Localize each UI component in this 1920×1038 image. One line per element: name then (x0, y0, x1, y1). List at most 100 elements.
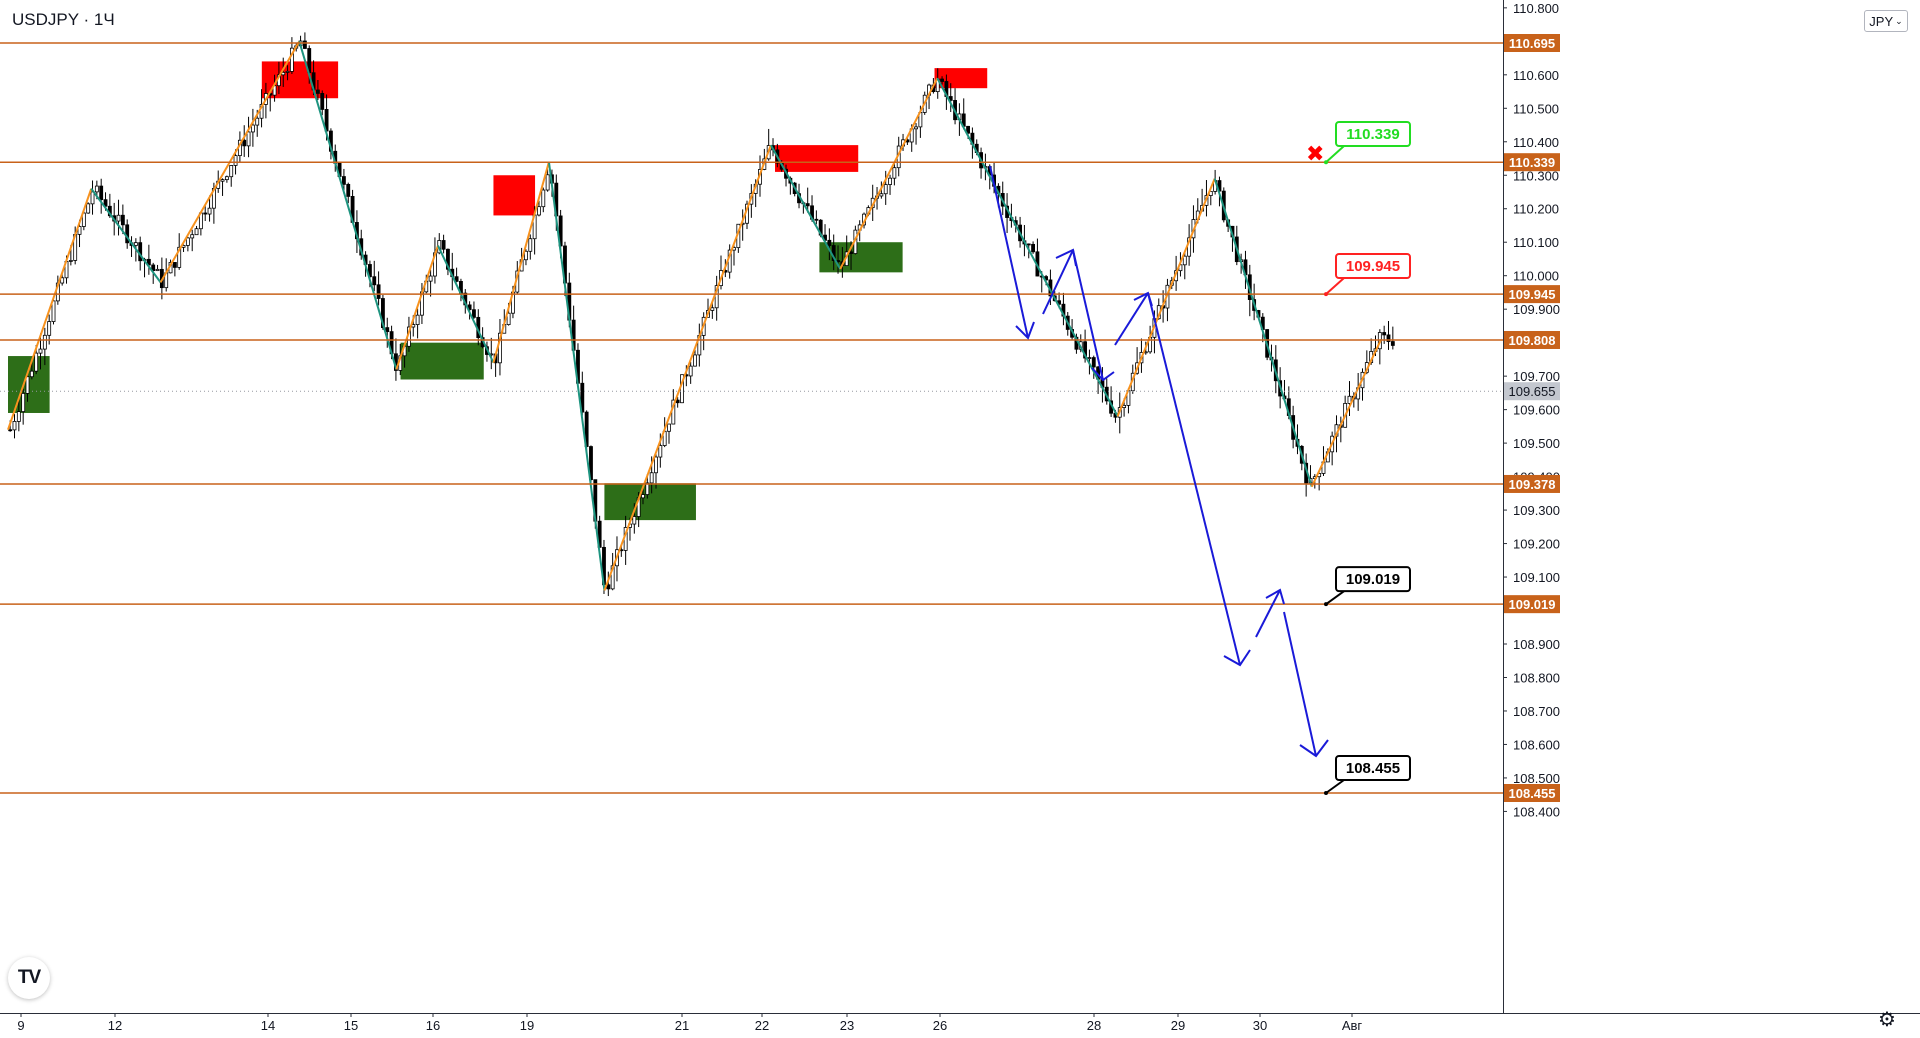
bull-candle[interactable] (246, 131, 251, 147)
bull-candle[interactable] (29, 370, 34, 378)
bull-candle[interactable] (86, 203, 91, 214)
bear-candle[interactable] (1026, 243, 1031, 246)
bull-candle[interactable] (710, 307, 715, 311)
bull-candle[interactable] (506, 312, 511, 325)
bull-candle[interactable] (658, 445, 663, 458)
bear-candle[interactable] (372, 276, 377, 286)
bull-candle[interactable] (415, 314, 420, 325)
bull-candle[interactable] (60, 277, 65, 284)
bull-candle[interactable] (42, 334, 47, 350)
price-callout[interactable] (1335, 253, 1411, 279)
bull-candle[interactable] (38, 348, 43, 354)
tradingview-logo-icon[interactable]: TV (8, 957, 50, 999)
price-callout[interactable] (1335, 755, 1411, 781)
bull-candle[interactable] (155, 268, 160, 272)
bear-candle[interactable] (172, 262, 177, 268)
bear-candle[interactable] (138, 242, 143, 262)
demand-zone[interactable] (400, 342, 484, 380)
bear-candle[interactable] (8, 429, 13, 432)
bear-candle[interactable] (472, 309, 476, 318)
bull-candle[interactable] (688, 365, 693, 377)
bull-candle[interactable] (285, 71, 290, 73)
gear-icon[interactable]: ⚙ (1878, 1009, 1896, 1031)
bear-candle[interactable] (120, 214, 125, 226)
bull-candle[interactable] (94, 185, 99, 193)
bull-candle[interactable] (428, 275, 433, 282)
bear-candle[interactable] (302, 40, 307, 49)
bull-candle[interactable] (47, 321, 52, 336)
bull-candle[interactable] (190, 234, 195, 239)
bear-candle[interactable] (1390, 341, 1395, 346)
bull-candle[interactable] (289, 47, 294, 72)
bear-candle[interactable] (381, 298, 385, 328)
bear-candle[interactable] (346, 183, 351, 197)
bull-candle[interactable] (177, 246, 182, 268)
bull-candle[interactable] (68, 260, 73, 262)
bull-candle[interactable] (1182, 255, 1187, 266)
bull-candle[interactable] (220, 179, 225, 182)
bear-candle[interactable] (203, 212, 208, 215)
bull-candle[interactable] (90, 191, 95, 205)
bear-candle[interactable] (385, 327, 390, 333)
bear-candle[interactable] (675, 399, 680, 404)
bear-candle[interactable] (103, 199, 108, 207)
bull-candle[interactable] (1087, 357, 1092, 359)
bull-candle[interactable] (537, 206, 541, 216)
bear-candle[interactable] (242, 139, 247, 147)
bull-candle[interactable] (207, 207, 212, 215)
bear-candle[interactable] (1386, 334, 1391, 342)
bull-candle[interactable] (641, 494, 645, 499)
bull-candle[interactable] (185, 237, 190, 246)
bull-candle[interactable] (16, 411, 21, 422)
supply-zone[interactable] (775, 145, 859, 172)
bull-candle[interactable] (541, 189, 546, 208)
bull-candle[interactable] (255, 117, 260, 126)
symbol-legend[interactable]: USDJPY · 1Ч (8, 8, 119, 32)
bull-candle[interactable] (116, 214, 121, 222)
bear-candle[interactable] (441, 240, 446, 250)
bear-candle[interactable] (376, 284, 381, 299)
bear-candle[interactable] (966, 125, 970, 134)
demand-zone[interactable] (604, 483, 696, 521)
bear-candle[interactable] (1031, 243, 1035, 253)
bull-candle[interactable] (693, 354, 697, 367)
bear-candle[interactable] (446, 248, 450, 270)
bull-candle[interactable] (250, 124, 255, 133)
bull-candle[interactable] (892, 167, 897, 179)
bull-candle[interactable] (25, 376, 30, 394)
bull-candle[interactable] (1347, 395, 1352, 404)
bull-candle[interactable] (879, 193, 884, 197)
bear-candle[interactable] (315, 89, 320, 94)
bull-candle[interactable] (1122, 405, 1127, 408)
bear-candle[interactable] (1382, 332, 1387, 336)
bull-candle[interactable] (77, 226, 82, 235)
bull-candle[interactable] (654, 456, 658, 474)
bull-candle[interactable] (233, 155, 238, 166)
bull-candle[interactable] (914, 126, 918, 130)
bull-candle[interactable] (667, 423, 671, 432)
bull-candle[interactable] (21, 393, 26, 412)
bear-candle[interactable] (341, 176, 346, 185)
bear-candle[interactable] (320, 93, 325, 110)
bull-candle[interactable] (229, 165, 234, 178)
bull-candle[interactable] (133, 242, 138, 246)
price-callout[interactable] (1335, 566, 1411, 593)
bull-candle[interactable] (224, 176, 229, 181)
bull-candle[interactable] (888, 177, 892, 185)
bear-candle[interactable] (814, 218, 819, 221)
currency-button[interactable]: JPY ⌄ (1864, 10, 1908, 32)
bear-candle[interactable] (805, 203, 810, 207)
bull-candle[interactable] (649, 472, 654, 484)
bear-candle[interactable] (454, 276, 459, 282)
cross-icon[interactable]: ✖ (1306, 142, 1324, 167)
supply-zone[interactable] (493, 175, 536, 216)
bull-candle[interactable] (632, 516, 637, 525)
bear-candle[interactable] (151, 264, 156, 272)
bull-candle[interactable] (12, 421, 17, 431)
bull-candle[interactable] (883, 184, 888, 195)
bull-candle[interactable] (524, 250, 528, 261)
bear-candle[interactable] (849, 251, 853, 254)
bear-candle[interactable] (1091, 357, 1096, 368)
bear-candle[interactable] (99, 185, 104, 201)
